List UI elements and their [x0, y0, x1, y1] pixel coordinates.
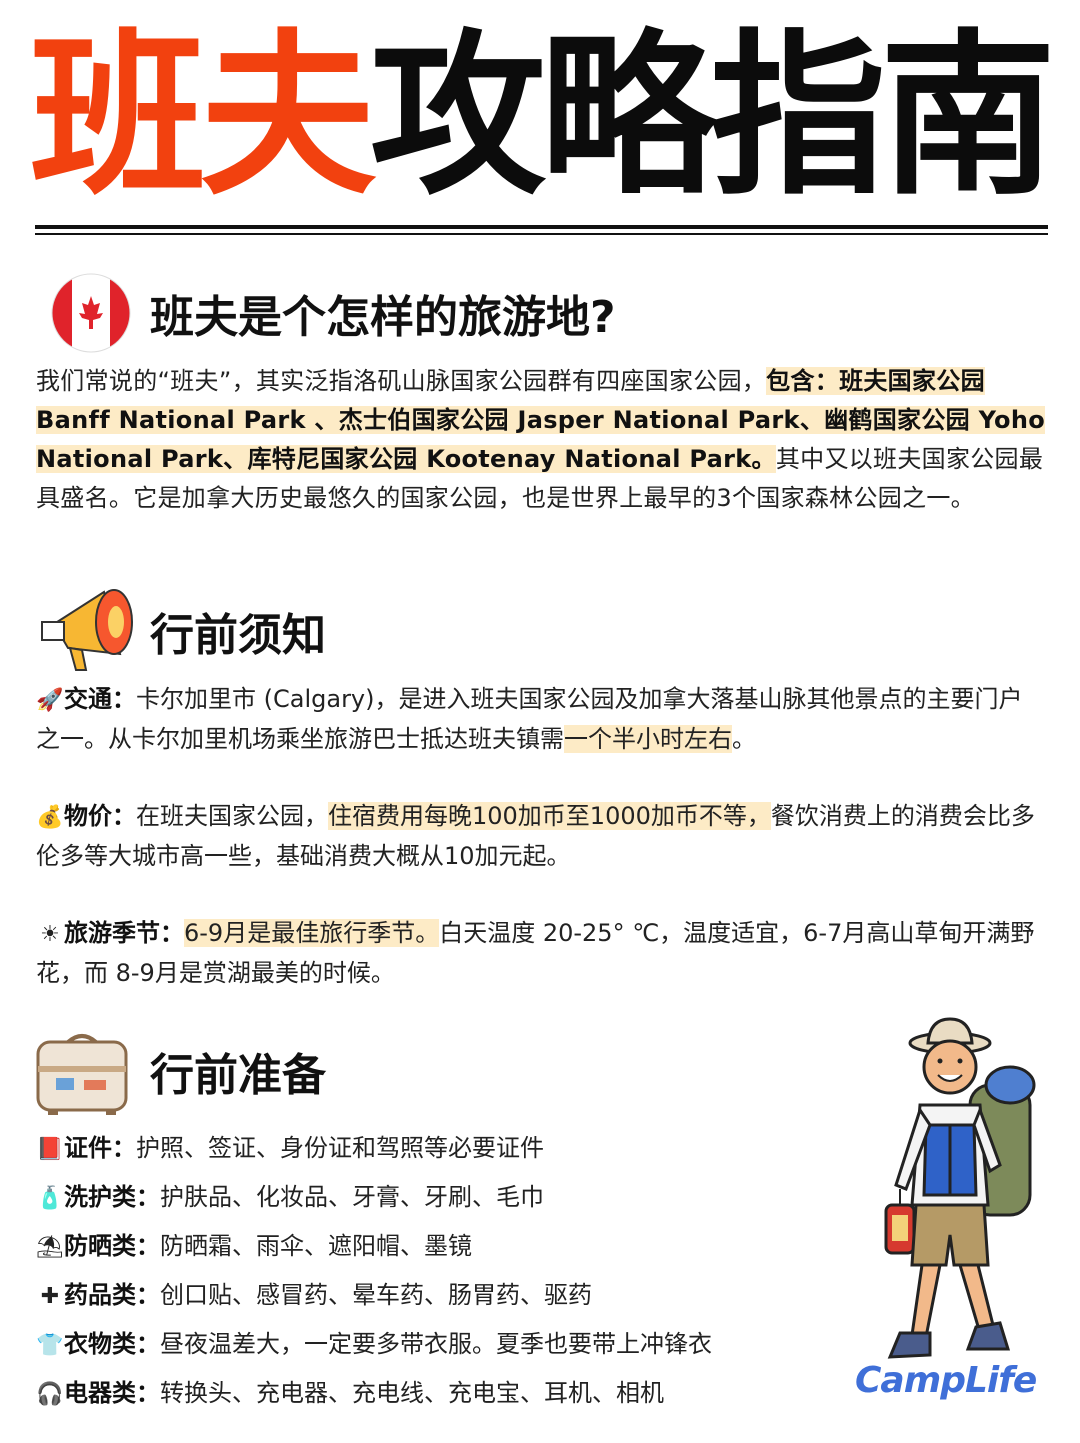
info-price: 💰物价：在班夫国家公园，住宿费用每晚100加币至1000加币不等，餐饮消费上的消…	[36, 797, 1036, 876]
traffic-label: 交通：	[64, 685, 136, 713]
price-highlight: 住宿费用每晚100加币至1000加币不等，	[328, 802, 771, 830]
intro-text-b: 其中又以班夫国家公园最具盛名。它是加拿大历史最悠久的国家公园，也是世界上最早的3…	[36, 445, 1044, 512]
prep-item-medicine: ✚ 药品类：创口贴、感冒药、晕车药、肠胃药、驱药	[36, 1275, 592, 1317]
megaphone-icon	[41, 589, 133, 671]
info-season: ☀ 旅游季节：6-9月是最佳旅行季节。白天温度 20-25° ℃，温度适宜，6-7…	[36, 914, 1036, 993]
traffic-text-b: 。	[732, 725, 756, 753]
bottle-icon: 🧴	[36, 1186, 64, 1211]
traffic-text-a: 卡尔加里市 (Calgary)，是进入班夫国家公园及加拿大落基山脉其他景点的主要…	[36, 685, 1023, 753]
title-main: 攻略指南	[370, 14, 1056, 219]
headphones-icon: 🎧	[36, 1382, 64, 1407]
first-aid-icon: ✚	[40, 1284, 60, 1309]
section-heading-before-travel: 行前须知	[150, 610, 326, 661]
traffic-highlight: 一个半小时左右	[564, 725, 732, 753]
prep-item-sun-protection: ⛱防晒类：防晒霜、雨伞、遮阳帽、墨镜	[36, 1226, 472, 1268]
umbrella-icon: ⛱	[36, 1235, 64, 1260]
brand-logo: CampLife	[855, 1360, 1037, 1401]
season-text-b: 白天温度 20-25° ℃，温度适宜，6-7月高山草甸开满野花，而 8-9月是赏…	[36, 919, 1035, 987]
sun-icon: ☀	[40, 922, 60, 947]
page-title: 班夫攻略指南	[30, 22, 1056, 212]
prep-item-toiletries: 🧴洗护类：护肤品、化妆品、牙膏、牙刷、毛巾	[36, 1177, 544, 1219]
canada-flag-icon	[51, 273, 131, 353]
season-highlight: 6-9月是最佳旅行季节。	[184, 919, 440, 947]
shirt-icon: 👕	[36, 1333, 64, 1358]
section-heading-what-is-banff: 班夫是个怎样的旅游地?	[150, 292, 616, 343]
intro-paragraph: 我们常说的“班夫”，其实泛指洛矶山脉国家公园群有四座国家公园，包含：班夫国家公园…	[36, 362, 1048, 518]
price-text-b: 餐饮消费上的消费会比多伦多等大城市高一些，基础消费大概从10加元起。	[36, 802, 1035, 870]
title-divider-thin	[35, 233, 1048, 235]
title-accent: 班夫	[30, 14, 376, 219]
season-label: 旅游季节：	[64, 919, 184, 947]
price-text-a: 在班夫国家公园，	[136, 802, 328, 830]
price-label: 物价：	[64, 802, 136, 830]
prep-item-clothing: 👕衣物类：昼夜温差大，一定要多带衣服。夏季也要带上冲锋衣	[36, 1324, 712, 1366]
section-heading-preparation: 行前准备	[150, 1050, 326, 1101]
prep-item-electronics: 🎧电器类：转换头、充电器、充电线、充电宝、耳机、相机	[36, 1373, 664, 1415]
suitcase-icon	[36, 1034, 128, 1115]
title-divider	[35, 225, 1048, 229]
intro-text-a: 我们常说的“班夫”，其实泛指洛矶山脉国家公园群有四座国家公园，	[36, 367, 767, 395]
prep-item-documents: 📕证件：护照、签证、身份证和驾照等必要证件	[36, 1128, 544, 1170]
info-traffic: 🚀交通：卡尔加里市 (Calgary)，是进入班夫国家公园及加拿大落基山脉其他景…	[36, 680, 1036, 759]
money-bag-icon: 💰	[36, 805, 64, 830]
passport-icon: 📕	[36, 1137, 64, 1162]
rocket-icon: 🚀	[36, 688, 64, 713]
hiker-illustration	[884, 1017, 1036, 1359]
